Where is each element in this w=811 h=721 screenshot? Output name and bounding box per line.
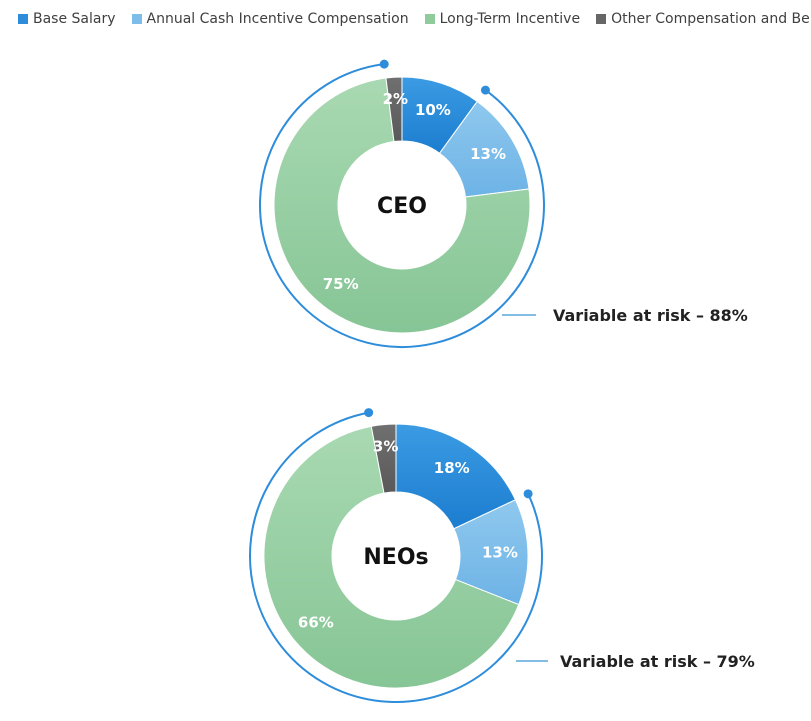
arc-endpoint-dot — [480, 85, 490, 95]
slice-label: 10% — [415, 101, 451, 119]
arc-endpoint-dot — [379, 59, 389, 69]
legend-swatch — [424, 14, 435, 24]
center-label: CEO — [377, 194, 427, 219]
slice-label: 13% — [470, 145, 506, 163]
slice-label: 13% — [482, 544, 518, 562]
legend-item-other: Other Compensation and Benefits — [596, 11, 811, 27]
legend-item-long-term: Long-Term Incentive — [424, 11, 581, 27]
legend: Base Salary Annual Cash Incentive Compen… — [18, 11, 811, 27]
legend-label: Long-Term Incentive — [439, 11, 581, 27]
legend-item-base-salary: Base Salary — [18, 11, 116, 27]
arc-endpoint-dot — [364, 408, 374, 418]
arc-endpoint-dot — [523, 489, 533, 499]
center-label: NEOs — [363, 545, 428, 570]
legend-label: Base Salary — [33, 11, 116, 27]
slice-label: 3% — [373, 437, 398, 455]
legend-item-annual-cash: Annual Cash Incentive Compensation — [131, 11, 409, 27]
legend-swatch — [18, 14, 28, 24]
variable-at-risk-label: Variable at risk – 79% — [560, 652, 755, 671]
slice-label: 66% — [298, 613, 334, 631]
legend-swatch — [596, 14, 607, 24]
donut-hole — [332, 492, 460, 620]
legend-label: Annual Cash Incentive Compensation — [146, 11, 409, 27]
variable-at-risk-arc — [249, 411, 543, 703]
slice-label: 18% — [434, 459, 470, 477]
slice-label: 2% — [383, 90, 408, 108]
legend-label: Other Compensation and Benefits — [611, 11, 811, 27]
donut-hole — [338, 141, 466, 269]
variable-at-risk-label: Variable at risk – 88% — [553, 306, 748, 325]
slice-label: 75% — [323, 275, 359, 293]
variable-at-risk-arc — [259, 63, 545, 348]
legend-swatch — [131, 14, 142, 24]
